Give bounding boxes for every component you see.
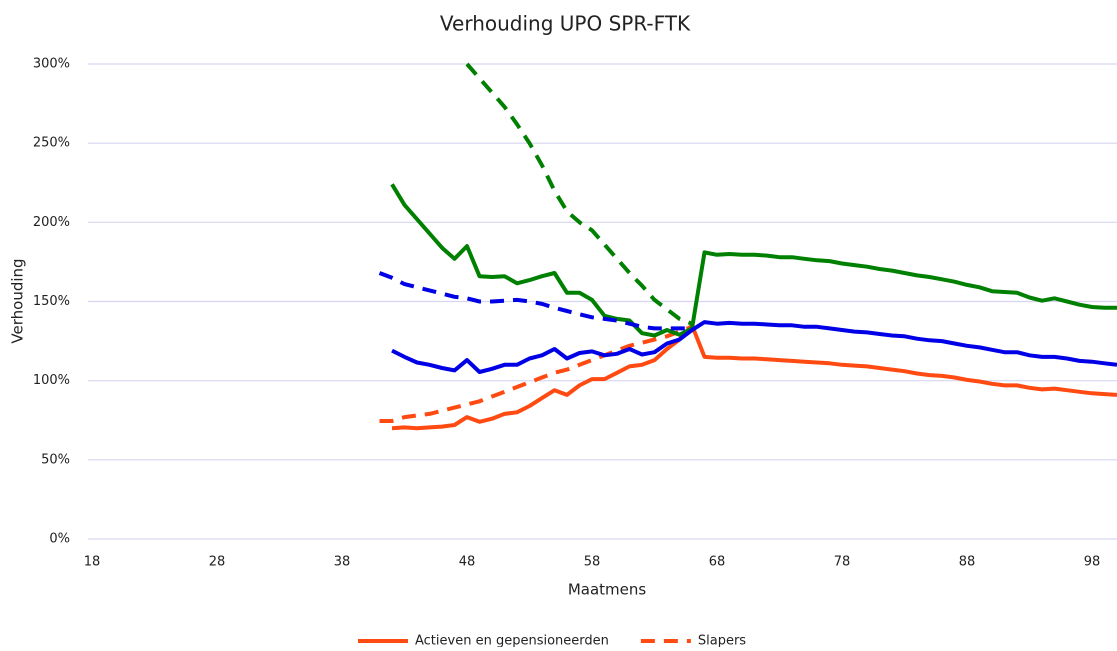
y-tick-label: 100% <box>33 373 70 388</box>
legend-label: Actieven en gepensioneerden <box>415 634 609 648</box>
y-tick-label: 300% <box>33 57 70 72</box>
y-tick-label: 0% <box>49 532 70 547</box>
x-tick-label: 88 <box>959 555 976 570</box>
x-tick-label: 98 <box>1084 555 1101 570</box>
y-tick-label: 50% <box>41 452 70 467</box>
series-line <box>391 320 1117 374</box>
series-line <box>379 324 693 423</box>
series-line <box>390 183 1117 338</box>
series-line <box>465 62 693 326</box>
x-tick-label: 38 <box>334 555 351 570</box>
x-tick-label: 48 <box>459 555 476 570</box>
legend-label: Slapers <box>698 634 746 648</box>
series-line <box>391 323 1117 431</box>
x-tick-label: 28 <box>209 555 226 570</box>
x-tick-label: 78 <box>834 555 851 570</box>
x-tick-label: 18 <box>84 555 101 570</box>
y-tick-label: 200% <box>33 215 70 230</box>
x-tick-label: 68 <box>709 555 726 570</box>
x-tick-label: 58 <box>584 555 601 570</box>
y-tick-label: 250% <box>33 136 70 151</box>
series-line <box>378 271 692 331</box>
chart-title: Verhouding UPO SPR-FTK <box>440 12 691 36</box>
y-tick-label: 150% <box>33 294 70 309</box>
y-axis-title: Verhouding <box>9 258 27 343</box>
x-axis-title: Maatmens <box>568 581 647 599</box>
